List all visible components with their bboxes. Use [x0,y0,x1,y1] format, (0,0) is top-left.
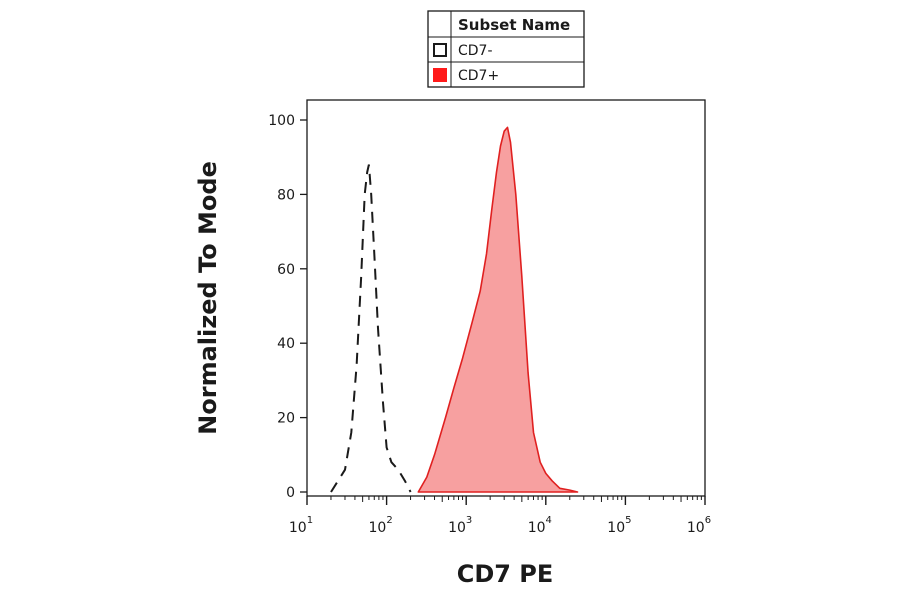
series-cd7-negative-line [330,164,412,493]
x-axis-title: CD7 PE [457,560,554,588]
legend-header: Subset Name [458,16,570,34]
series-cd7-positive-area [417,126,579,493]
x-tick-label: 103 [448,515,472,536]
x-tick-label: 105 [607,515,631,536]
y-tick-label: 0 [286,485,295,501]
plot-area-frame [306,99,706,497]
legend: Subset Name CD7- CD7+ [427,10,585,88]
legend-swatch-cd7-positive [433,68,447,82]
x-tick-label: 101 [289,515,313,536]
x-axis: 101 102 103 104 105 106 [289,496,711,536]
legend-swatch-cd7-negative [433,43,447,57]
y-axis: 0 20 40 60 80 100 [268,113,307,501]
legend-label-cd7-positive: CD7+ [458,68,499,84]
legend-label-cd7-negative: CD7- [458,43,493,59]
x-tick-label: 106 [687,515,711,536]
x-tick-label: 104 [528,515,552,536]
y-tick-label: 80 [277,187,295,203]
y-tick-label: 100 [268,113,295,129]
legend-frame [427,10,585,88]
y-tick-label: 40 [277,336,295,352]
x-tick-label: 102 [368,515,392,536]
y-tick-label: 60 [277,262,295,278]
y-tick-label: 20 [277,411,295,427]
y-axis-title: Normalized To Mode [194,161,222,435]
